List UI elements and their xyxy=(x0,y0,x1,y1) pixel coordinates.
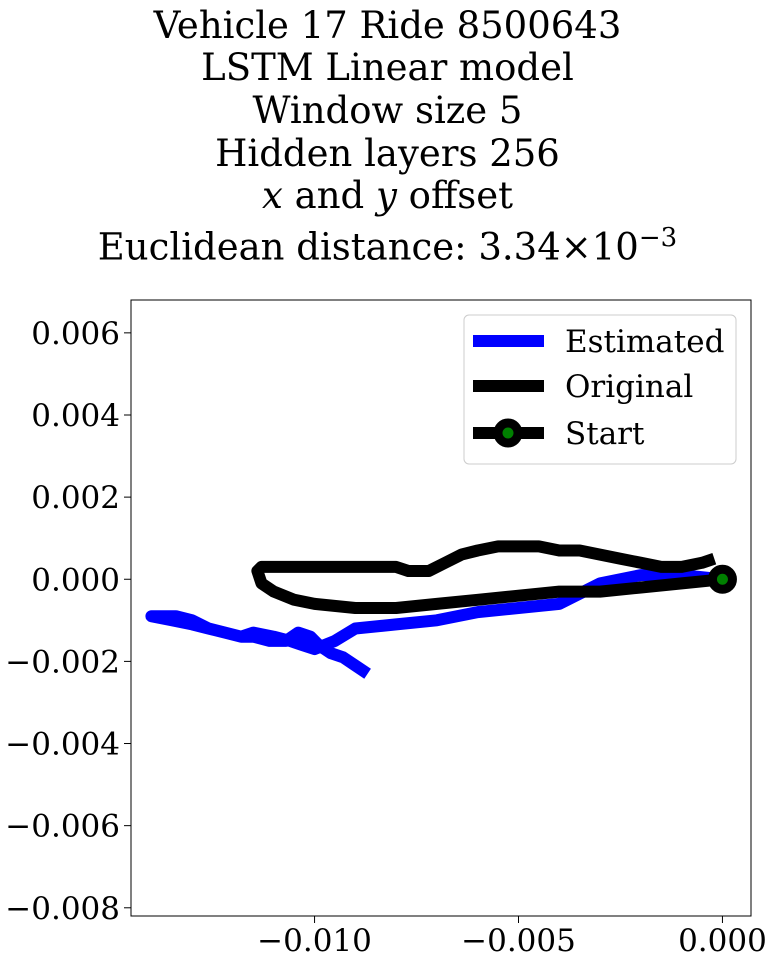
plot-frame xyxy=(130,299,752,917)
y-tick-label: −0.002 xyxy=(5,644,120,680)
legend-box xyxy=(463,314,737,465)
legend-estimated-label: Estimated xyxy=(565,324,724,360)
title-times-sign: × xyxy=(560,225,592,269)
axis-ticks: −0.010 −0.005 0.000 0.006 0.004 0.002 0.000 −0.… xyxy=(5,316,767,959)
legend-start-label: Start xyxy=(565,416,645,452)
legend-start-marker xyxy=(493,418,523,448)
title-power-exponent: −3 xyxy=(638,223,678,253)
start-marker xyxy=(707,564,737,594)
title-line-offset: x and y offset xyxy=(0,174,775,218)
title-y-symbol: y xyxy=(376,174,397,217)
title-power-base: 10 xyxy=(591,225,639,269)
title-line-hidden-layers: Hidden layers 256 xyxy=(215,132,560,175)
legend-original-label: Original xyxy=(565,369,693,405)
x-tick-label: −0.010 xyxy=(257,923,372,959)
title-line-vehicle: Vehicle 17 Ride 8500643 xyxy=(153,4,622,47)
y-tick-label: 0.002 xyxy=(31,480,120,516)
title-x-symbol: x xyxy=(262,174,283,217)
legend: Estimated Original Start xyxy=(463,314,737,465)
y-tick-label: 0.006 xyxy=(31,316,120,352)
series-line-original xyxy=(251,540,724,614)
title-line-window: Window size 5 xyxy=(252,89,523,132)
title-distance-value: Euclidean distance: 3.34 xyxy=(97,225,561,269)
y-tick-label: −0.004 xyxy=(5,727,120,763)
title-line-model: LSTM Linear model xyxy=(201,46,574,89)
y-tick-label: −0.008 xyxy=(5,891,120,927)
x-tick-label: 0.000 xyxy=(678,923,767,959)
series-line-estimated xyxy=(145,569,724,679)
series-layer xyxy=(145,540,737,679)
x-tick-label: −0.005 xyxy=(461,923,576,959)
y-tick-label: 0.004 xyxy=(31,398,120,434)
y-tick-label: −0.006 xyxy=(5,809,120,845)
title-offset-word: offset xyxy=(396,174,513,217)
y-tick-label: 0.000 xyxy=(31,562,120,598)
title-line-distance: Euclidean distance: 3.34×10−3 xyxy=(0,216,775,269)
title-and-word: and xyxy=(282,174,376,217)
